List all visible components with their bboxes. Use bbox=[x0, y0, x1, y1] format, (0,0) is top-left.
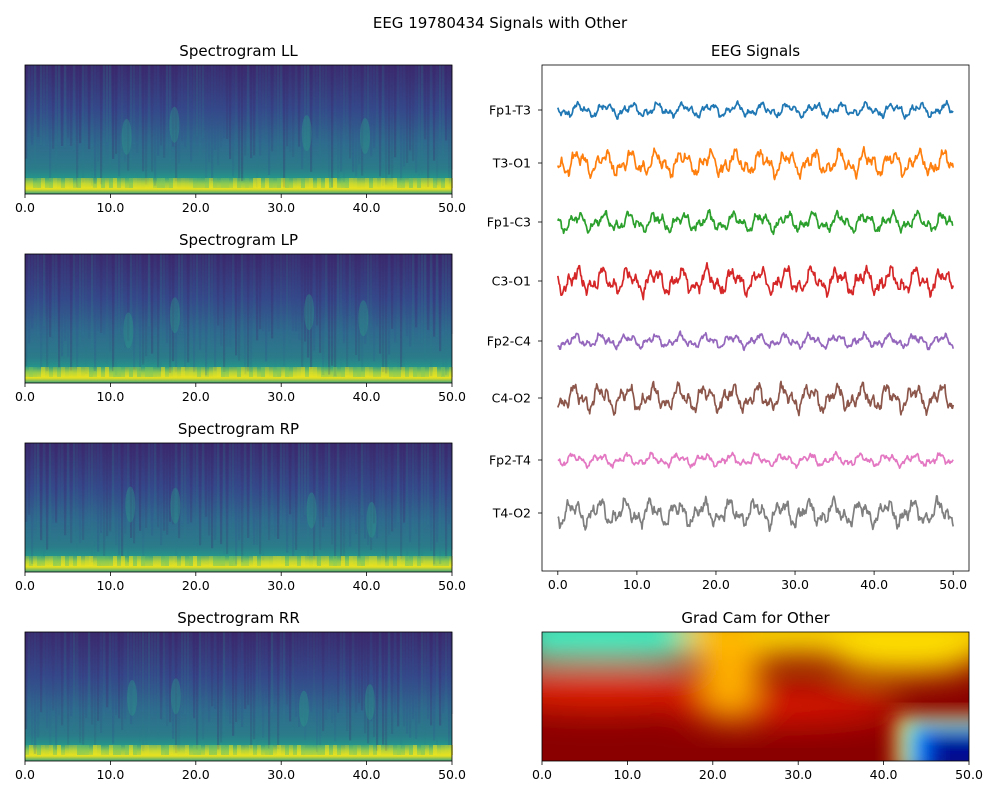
eeg-trace bbox=[557, 380, 955, 417]
spectrogram-heatmap bbox=[25, 443, 452, 572]
x-tick-label: 10.0 bbox=[613, 767, 641, 782]
x-tick-label: 40.0 bbox=[870, 767, 898, 782]
spectrogram-frame bbox=[24, 64, 453, 195]
eeg-trace bbox=[556, 261, 955, 301]
x-tick-label: 50.0 bbox=[438, 767, 466, 782]
eeg-trace bbox=[557, 450, 954, 470]
spectrogram-frame bbox=[24, 253, 453, 384]
x-tick-label: 30.0 bbox=[267, 389, 295, 404]
x-tick-label: 30.0 bbox=[267, 767, 295, 782]
spectrogram-texture bbox=[25, 632, 454, 755]
spectrogram-heatmap bbox=[25, 65, 452, 194]
spectrogram-panel: Spectrogram LP 0.0 10.0 20.0 30.0 40.0 50.0 bbox=[15, 231, 466, 404]
channel-label: Fp1-C3 bbox=[487, 215, 531, 230]
x-tick-label: 20.0 bbox=[182, 200, 210, 215]
eeg-title: EEG Signals bbox=[711, 42, 800, 60]
spectrogram-title: Spectrogram RR bbox=[177, 609, 300, 627]
eeg-trace bbox=[556, 99, 954, 120]
spectrogram-panel: Spectrogram RR 0.0 10.0 20.0 30.0 40.0 50.0 bbox=[15, 609, 466, 782]
x-tick-label: 40.0 bbox=[353, 200, 381, 215]
x-tick-label: 40.0 bbox=[353, 578, 381, 593]
grad-cam-panel: Grad Cam for Other 0.0 10.0 20.0 30.0 40.0 50… bbox=[532, 609, 983, 782]
x-tick-label: 30.0 bbox=[784, 767, 812, 782]
x-tick-label: 50.0 bbox=[939, 577, 967, 592]
x-tick-label: 20.0 bbox=[182, 767, 210, 782]
spectrogram-texture bbox=[25, 254, 454, 377]
eeg-trace bbox=[557, 145, 955, 181]
channel-label: C4-O2 bbox=[492, 391, 531, 406]
figure-title: EEG 19780434 Signals with Other bbox=[373, 14, 628, 32]
x-tick-label: 30.0 bbox=[267, 578, 295, 593]
grad-cam-heatmap bbox=[542, 632, 969, 761]
x-tick-label: 40.0 bbox=[860, 577, 888, 592]
x-tick-label: 0.0 bbox=[15, 578, 35, 593]
grad-cam-title: Grad Cam for Other bbox=[681, 609, 830, 627]
x-tick-label: 50.0 bbox=[438, 200, 466, 215]
x-tick-label: 0.0 bbox=[15, 389, 35, 404]
channel-label: C3-O1 bbox=[492, 274, 531, 289]
x-tick-label: 20.0 bbox=[699, 767, 727, 782]
x-tick-label: 40.0 bbox=[353, 389, 381, 404]
spectrogram-panels: Spectrogram LL0.0 10.0 20.0 30.0 40.0 50.0Spe… bbox=[15, 42, 466, 782]
x-tick-label: 50.0 bbox=[438, 389, 466, 404]
x-tick-label: 10.0 bbox=[96, 200, 124, 215]
x-tick-label: 0.0 bbox=[548, 577, 568, 592]
spectrogram-title: Spectrogram LP bbox=[179, 231, 298, 249]
x-tick-label: 10.0 bbox=[96, 389, 124, 404]
channel-label: Fp2-T4 bbox=[489, 453, 531, 468]
eeg-signals-panel: EEG Signals Fp1-T3 T3-O1 Fp1-C3 C3-O1 Fp2-C4 C… bbox=[487, 42, 970, 592]
channel-label: T3-O1 bbox=[492, 156, 531, 171]
x-tick-label: 50.0 bbox=[438, 578, 466, 593]
spectrogram-panel: Spectrogram RP 0.0 10.0 20.0 30.0 40.0 50.0 bbox=[15, 420, 466, 593]
x-tick-label: 40.0 bbox=[353, 767, 381, 782]
channel-label: T4-O2 bbox=[492, 506, 531, 521]
spectrogram-panel: Spectrogram LL 0.0 10.0 20.0 30.0 40.0 50.0 bbox=[15, 42, 466, 215]
spectrogram-title: Spectrogram LL bbox=[179, 42, 298, 60]
x-tick-label: 0.0 bbox=[15, 200, 35, 215]
spectrogram-frame bbox=[24, 631, 453, 762]
eeg-trace bbox=[557, 208, 954, 236]
channel-label: Fp1-T3 bbox=[489, 103, 531, 118]
grad-cam-x-axis: 0.0 10.0 20.0 30.0 40.0 50.0 bbox=[532, 761, 983, 782]
spectrogram-heatmap bbox=[25, 632, 452, 761]
eeg-trace bbox=[557, 330, 955, 352]
x-tick-label: 20.0 bbox=[182, 578, 210, 593]
x-tick-label: 10.0 bbox=[623, 577, 651, 592]
spectrogram-heatmap bbox=[25, 254, 452, 383]
spectrogram-frame bbox=[24, 442, 453, 573]
x-tick-label: 0.0 bbox=[15, 767, 35, 782]
x-tick-label: 10.0 bbox=[96, 578, 124, 593]
x-tick-label: 10.0 bbox=[96, 767, 124, 782]
spectrogram-title: Spectrogram RP bbox=[178, 420, 299, 438]
x-tick-label: 50.0 bbox=[955, 767, 983, 782]
channel-label: Fp2-C4 bbox=[487, 334, 531, 349]
x-tick-label: 30.0 bbox=[781, 577, 809, 592]
x-tick-label: 0.0 bbox=[532, 767, 552, 782]
spectrogram-texture bbox=[25, 65, 454, 188]
eeg-frame bbox=[541, 64, 970, 572]
x-tick-label: 20.0 bbox=[702, 577, 730, 592]
x-tick-label: 30.0 bbox=[267, 200, 295, 215]
x-tick-label: 20.0 bbox=[182, 389, 210, 404]
grad-cam-frame bbox=[541, 631, 970, 762]
eeg-trace bbox=[557, 495, 955, 533]
